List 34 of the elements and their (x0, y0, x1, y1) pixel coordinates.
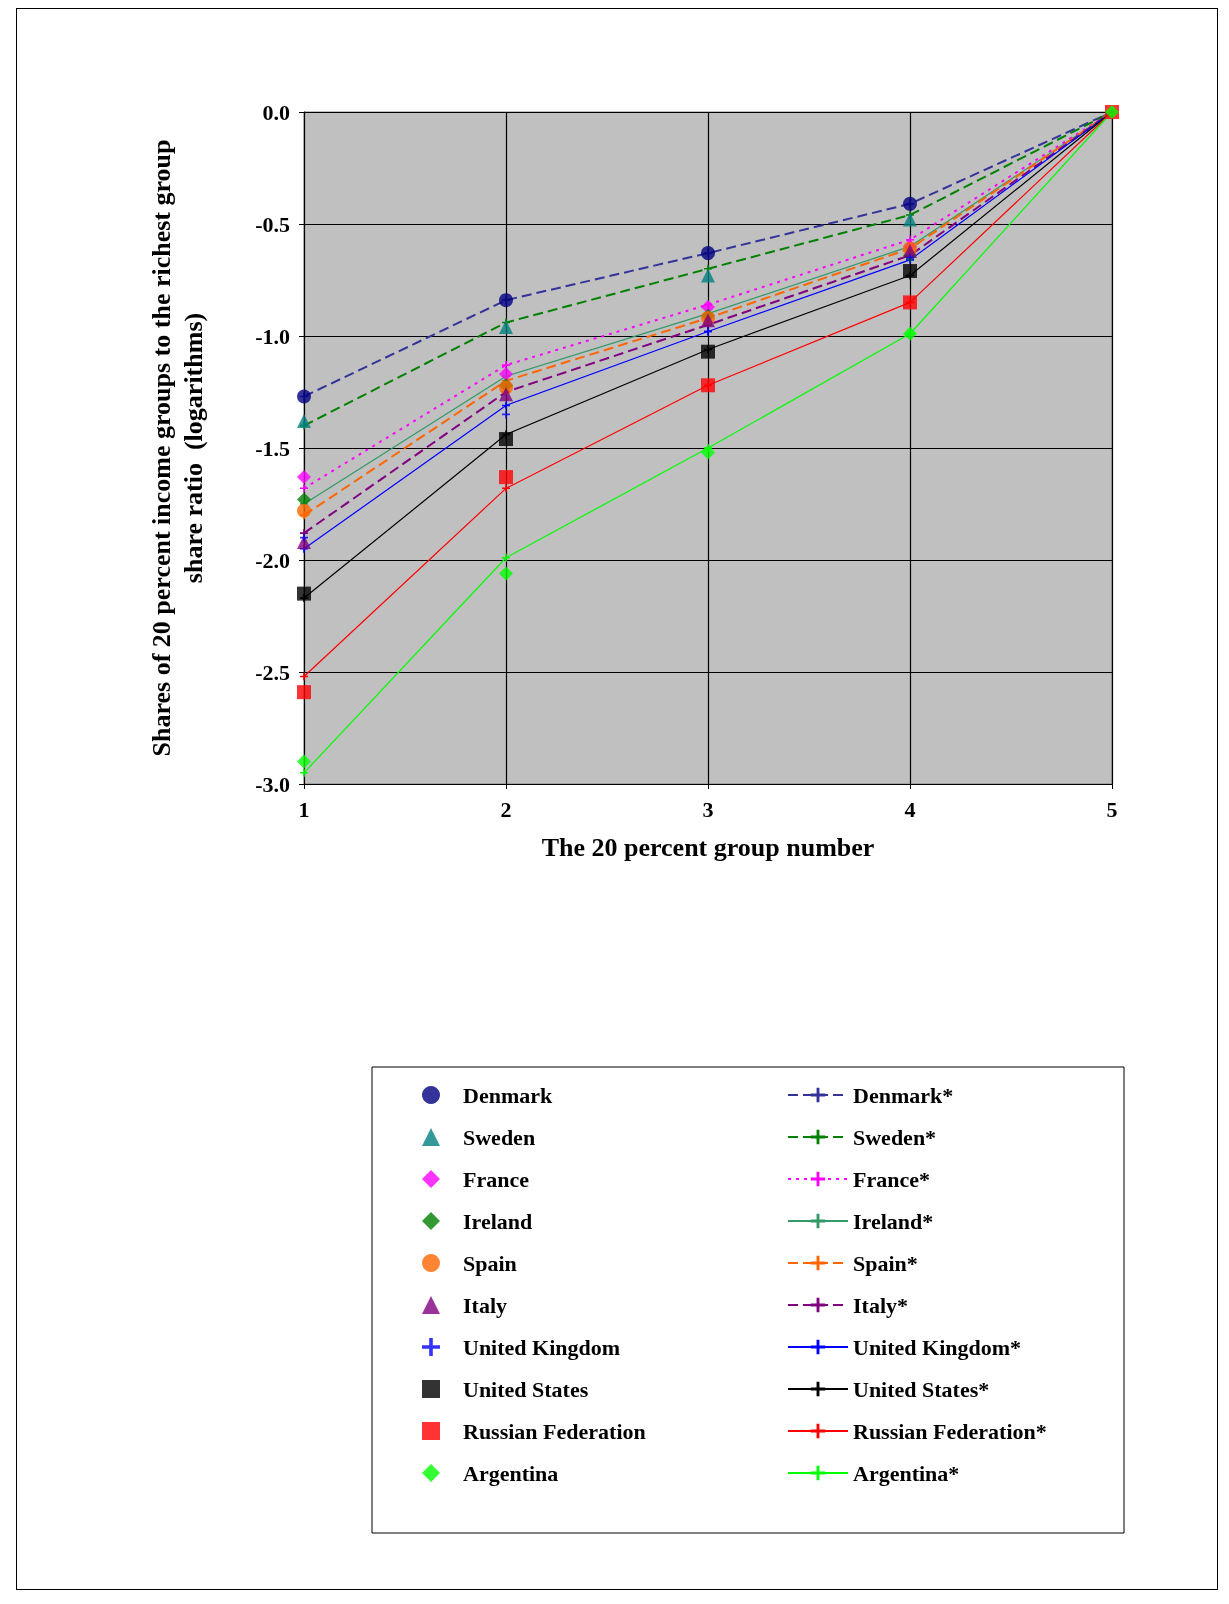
legend-label: Sweden* (853, 1124, 937, 1150)
x-tick-label: 3 (702, 796, 714, 822)
legend-label: France (463, 1166, 530, 1192)
y-tick-label: 0.0 (262, 99, 290, 125)
x-tick-label: 4 (904, 796, 916, 822)
legend-label: Spain* (853, 1250, 918, 1276)
legend-label: France* (853, 1166, 930, 1192)
legend-label: United Kingdom (463, 1334, 621, 1360)
y-tick-label: -1.5 (255, 435, 290, 461)
legend-label: United Kingdom* (853, 1334, 1022, 1360)
legend-label: Spain (463, 1250, 517, 1276)
x-tick-label: 5 (1106, 796, 1118, 822)
legend-label: Russian Federation* (853, 1418, 1047, 1444)
y-tick-label: -2.0 (255, 547, 290, 573)
legend-label: United States (463, 1376, 589, 1402)
x-tick-label: 1 (298, 796, 310, 822)
y-axis-title: Shares of 20 percent income groups to the richest group share ratio (logarithms) (146, 139, 208, 757)
y-tick-label: -0.5 (255, 211, 290, 237)
legend-label: Ireland (463, 1208, 533, 1234)
y-tick-label: -3.0 (255, 771, 290, 797)
legend-label: Argentina* (853, 1460, 960, 1486)
legend-label: Argentina (463, 1460, 559, 1486)
legend-label: Sweden (463, 1124, 536, 1150)
legend-label: Italy* (853, 1292, 908, 1318)
legend-label: Denmark (463, 1082, 553, 1108)
x-axis-title: The 20 percent group number (541, 832, 875, 862)
legend-label: Denmark* (853, 1082, 954, 1108)
y-tick-label: -1.0 (255, 323, 290, 349)
legend-label: Ireland* (853, 1208, 934, 1234)
legend-label: United States* (853, 1376, 990, 1402)
x-tick-label: 2 (500, 796, 512, 822)
legend-label: Italy (463, 1292, 507, 1318)
legend-label: Russian Federation (463, 1418, 646, 1444)
y-tick-label: -2.5 (255, 659, 290, 685)
